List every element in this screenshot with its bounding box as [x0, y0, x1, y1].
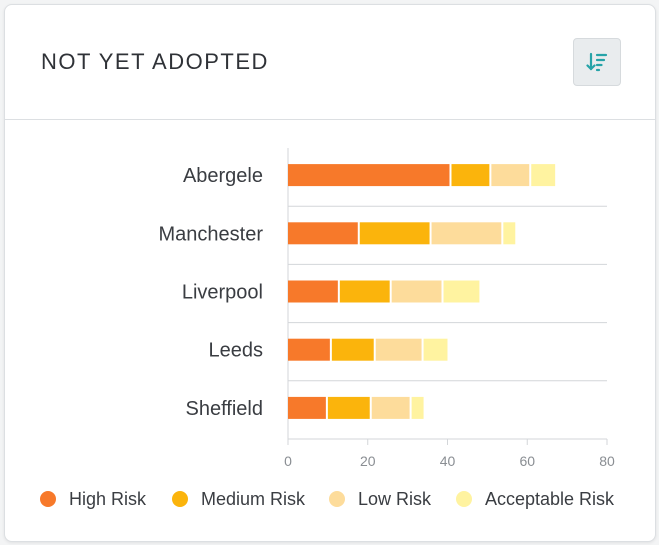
bar-segment	[288, 280, 338, 303]
bar-segment	[411, 396, 424, 419]
chart-card: NOT YET ADOPTED	[4, 4, 656, 542]
sort-button[interactable]	[573, 38, 621, 86]
category-label: Manchester	[159, 223, 264, 245]
legend-label: Medium Risk	[201, 489, 306, 509]
bar-segment	[339, 280, 390, 303]
bar-segment	[391, 280, 442, 303]
bar-segment	[451, 164, 490, 187]
x-tick-label: 80	[599, 453, 615, 469]
legend-marker	[329, 491, 345, 507]
legend-label: Low Risk	[358, 489, 432, 509]
bar-segment	[288, 222, 358, 245]
category-label: Abergele	[183, 165, 263, 187]
x-tick-label: 0	[284, 453, 292, 469]
legend-marker	[172, 491, 188, 507]
x-tick-label: 40	[440, 453, 456, 469]
bar-segment	[288, 164, 450, 187]
legend-label: Acceptable Risk	[485, 489, 615, 509]
category-label: Liverpool	[182, 282, 263, 304]
bar-segment	[359, 222, 430, 245]
bar-segment	[503, 222, 516, 245]
bar-segment	[431, 222, 502, 245]
sort-descending-icon	[586, 52, 608, 72]
card-header: NOT YET ADOPTED	[5, 5, 655, 120]
category-label: Leeds	[209, 340, 264, 362]
bar-segment	[375, 338, 422, 361]
bar-segment	[288, 338, 330, 361]
legend-label: High Risk	[69, 489, 147, 509]
bar-segment	[423, 338, 448, 361]
bar-segment	[491, 164, 530, 187]
category-label: Sheffield	[186, 398, 263, 420]
bar-segment	[327, 396, 370, 419]
bar-segment	[288, 396, 326, 419]
card-title: NOT YET ADOPTED	[41, 49, 269, 74]
x-tick-label: 20	[360, 453, 376, 469]
bar-segment	[531, 164, 556, 187]
legend-marker	[40, 491, 56, 507]
bar-segment	[371, 396, 410, 419]
bar-segment	[443, 280, 480, 303]
bar-segment	[331, 338, 374, 361]
legend-marker	[456, 491, 472, 507]
x-tick-label: 60	[519, 453, 535, 469]
